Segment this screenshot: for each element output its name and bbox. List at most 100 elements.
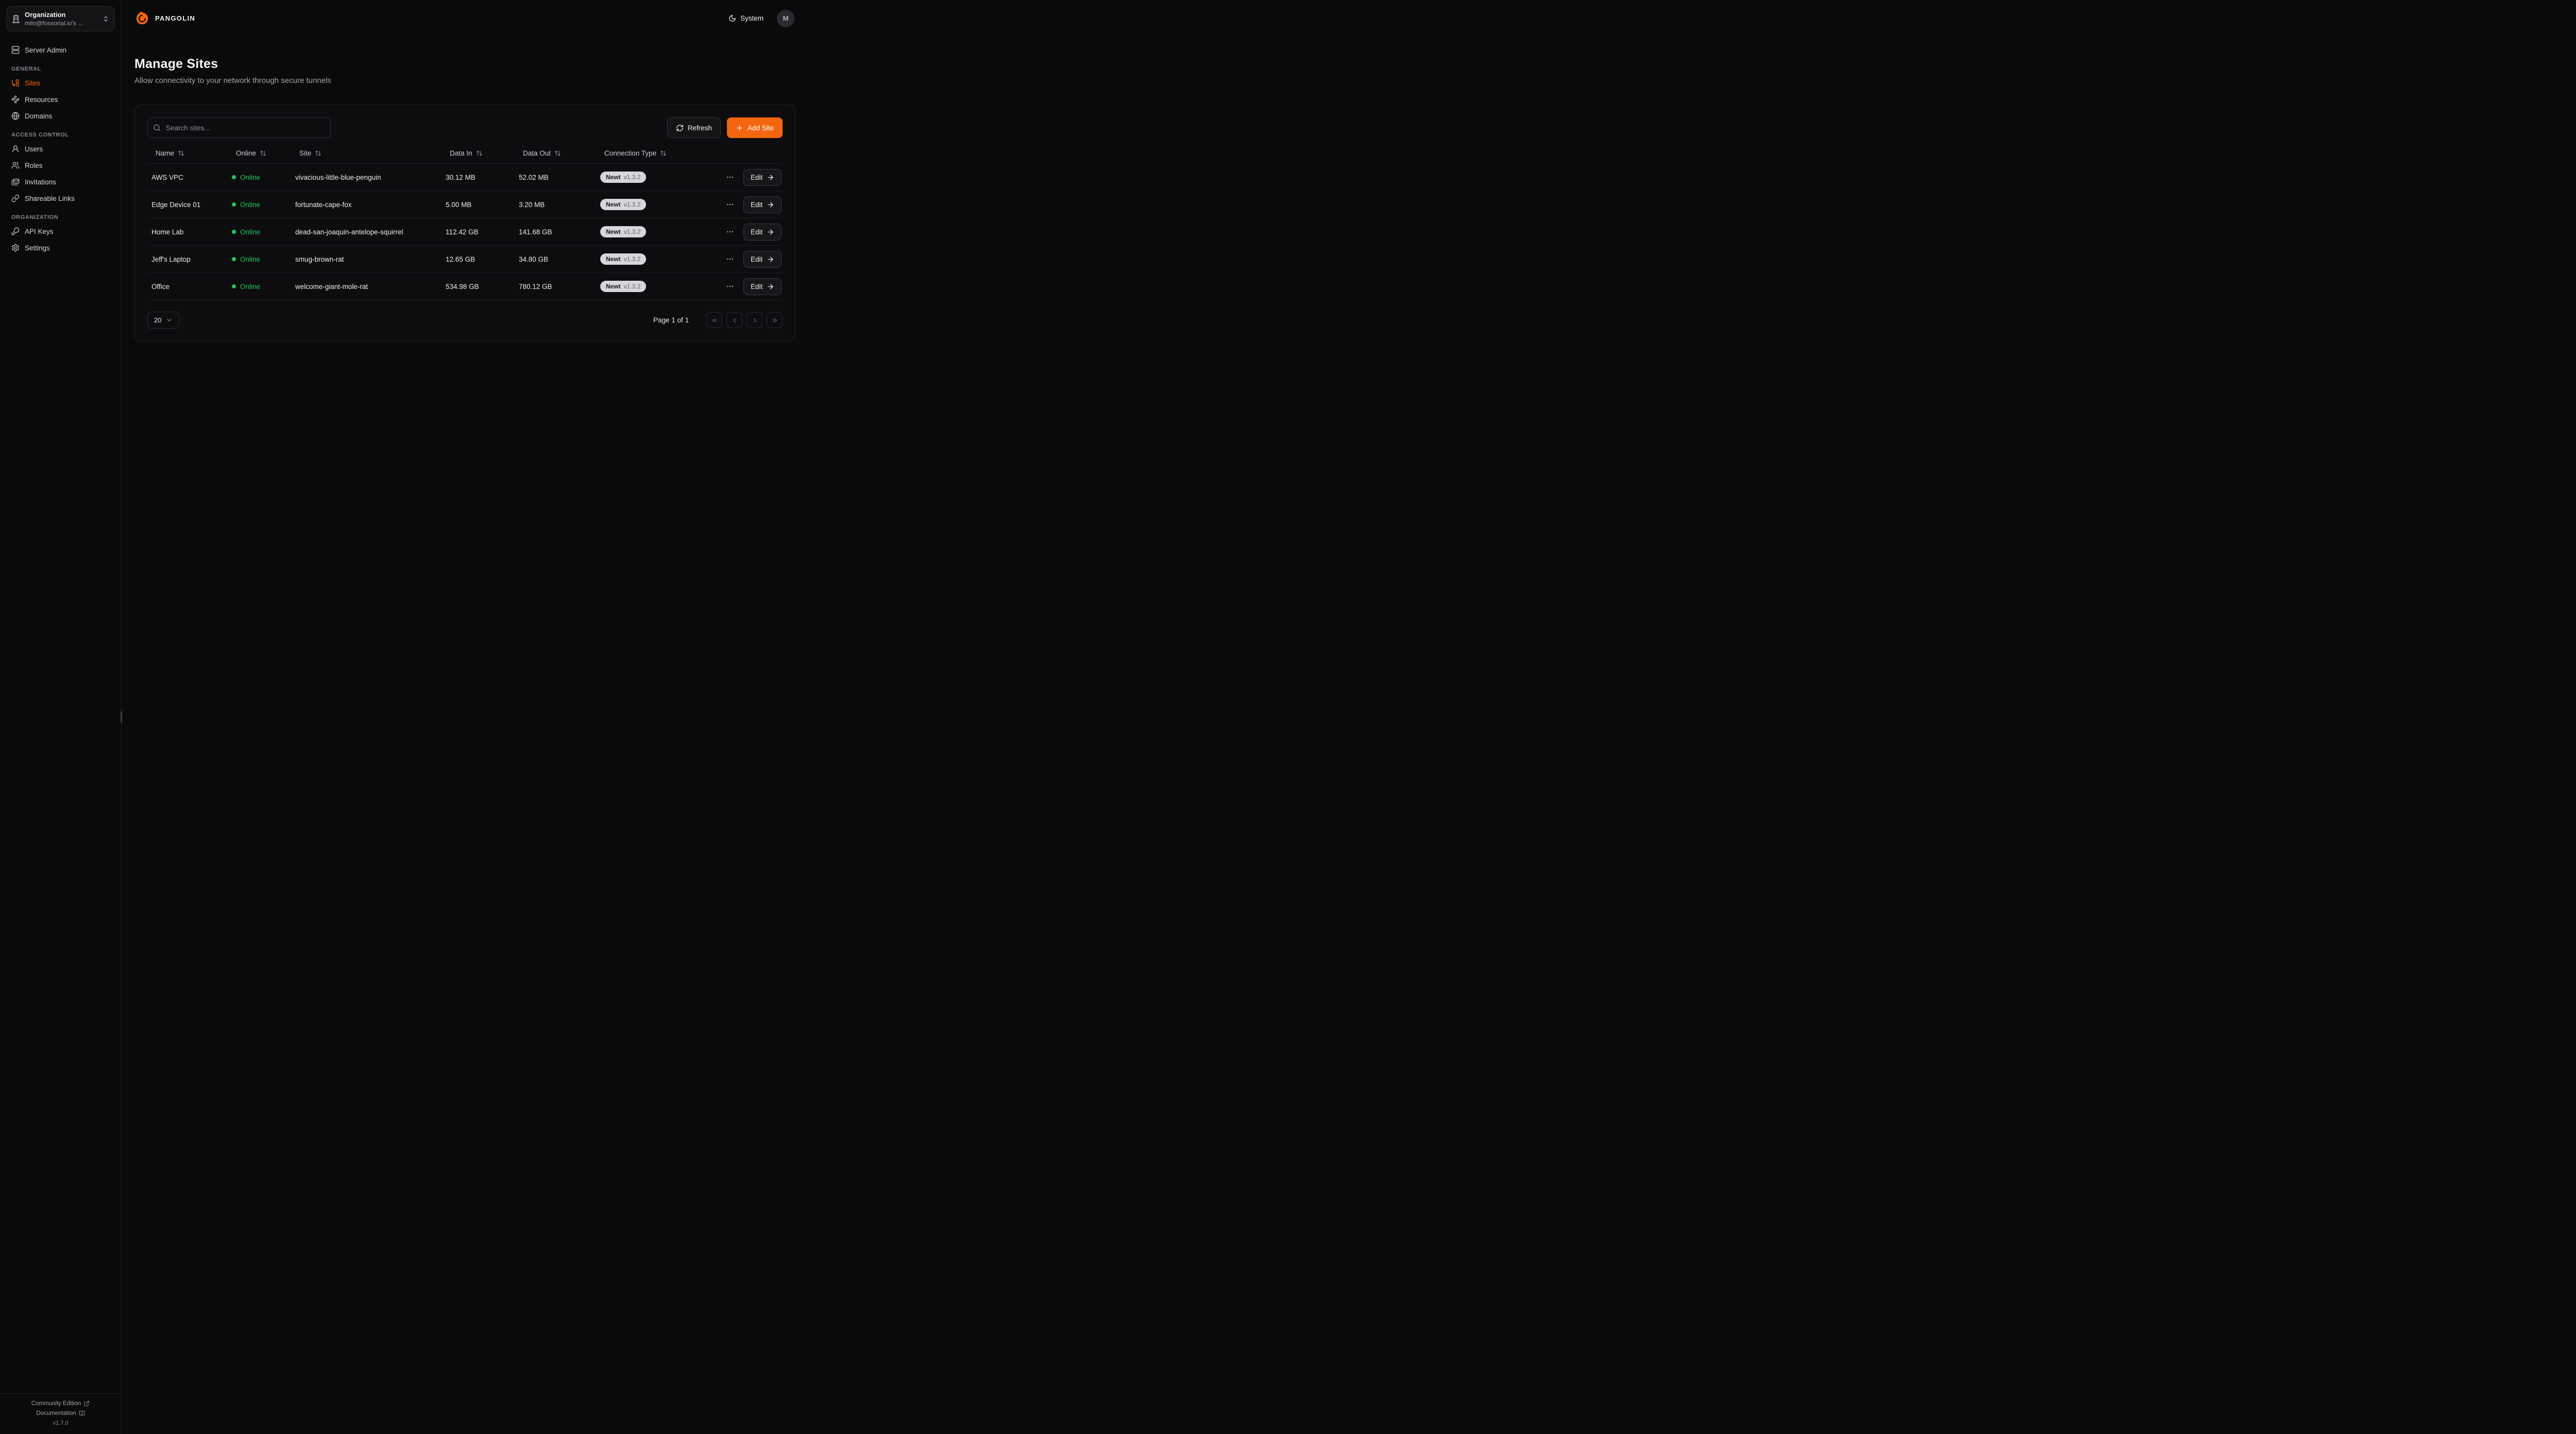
community-edition-link[interactable]: Community Edition <box>31 1401 90 1407</box>
row-menu-button[interactable] <box>724 226 736 238</box>
sites-card: Refresh Add Site Name <box>134 105 795 342</box>
cell-site: smug-brown-rat <box>295 255 344 263</box>
search-box <box>147 117 331 138</box>
page-subtitle: Allow connectivity to your network throu… <box>134 76 331 85</box>
cell-connection-type: Newt v1.3.2 <box>596 226 720 237</box>
sidebar-item-users[interactable]: Users <box>6 141 115 157</box>
sort-icon <box>178 150 184 157</box>
cell-name: Edge Device 01 <box>151 200 201 209</box>
page-title: Manage Sites <box>134 57 218 71</box>
sidebar-item-api-keys[interactable]: API Keys <box>6 223 115 240</box>
avatar[interactable]: M <box>777 9 794 27</box>
cell-connection-type: Newt v1.3.2 <box>596 253 720 265</box>
sidebar-item-label: Settings <box>25 244 50 252</box>
cell-connection-type: Newt v1.3.2 <box>596 281 720 292</box>
row-menu-button[interactable] <box>724 171 736 183</box>
cell-name: Home Lab <box>151 228 184 236</box>
refresh-button[interactable]: Refresh <box>667 117 721 138</box>
moon-icon <box>728 14 736 22</box>
refresh-label: Refresh <box>687 124 712 132</box>
row-menu-button[interactable] <box>724 280 736 293</box>
sidebar-item-shareable-links[interactable]: Shareable Links <box>6 190 115 207</box>
cell-connection-type: Newt v1.3.2 <box>596 172 720 183</box>
edit-button[interactable]: Edit <box>743 196 782 213</box>
sites-table: Name Online Site Data In <box>147 149 783 300</box>
arrow-right-icon <box>767 255 774 263</box>
sidebar-item-invitations[interactable]: Invitations <box>6 174 115 190</box>
theme-toggle-button[interactable]: System <box>725 14 767 23</box>
add-site-label: Add Site <box>747 124 774 132</box>
topbar: PANGOLIN System M <box>122 0 808 37</box>
section-title-organization: ORGANIZATION <box>11 214 59 220</box>
edit-button[interactable]: Edit <box>743 223 782 241</box>
sidebar-item-settings[interactable]: Settings <box>6 240 115 256</box>
cell-site: vivacious-little-blue-penguin <box>295 173 381 181</box>
cell-data-in: 534.98 GB <box>446 282 479 291</box>
add-site-button[interactable]: Add Site <box>726 117 783 138</box>
sidebar-item-roles[interactable]: Roles <box>6 157 115 174</box>
pagination-last-button[interactable] <box>767 312 783 328</box>
sidebar-item-server-admin[interactable]: Server Admin <box>6 42 115 58</box>
page-size-select[interactable]: 20 <box>147 312 180 329</box>
edit-button[interactable]: Edit <box>743 168 782 186</box>
row-menu-button[interactable] <box>724 253 736 265</box>
column-header-online[interactable]: Online <box>228 149 291 157</box>
table-row: Jeff's Laptop Online smug-brown-rat 12.6… <box>147 246 783 273</box>
edit-button[interactable]: Edit <box>743 250 782 268</box>
page-indicator: Page 1 of 1 <box>653 316 689 324</box>
cell-actions: Edit <box>720 196 784 213</box>
table-row: Office Online welcome-giant-mole-rat 534… <box>147 273 783 300</box>
edit-button[interactable]: Edit <box>743 278 782 295</box>
gear-icon <box>11 244 20 252</box>
cell-site: dead-san-joaquin-antelope-squirrel <box>295 228 403 236</box>
sidebar-item-label: Server Admin <box>25 46 67 54</box>
plus-icon <box>736 124 743 132</box>
cell-data-in: 112.42 GB <box>446 228 479 236</box>
row-menu-button[interactable] <box>724 198 736 211</box>
key-icon <box>11 227 20 235</box>
cell-online: Online <box>228 228 291 236</box>
cell-data-out: 34.80 GB <box>519 255 549 263</box>
table-footer: 20 Page 1 of 1 <box>147 312 783 329</box>
search-input[interactable] <box>147 117 331 138</box>
org-selector[interactable]: Organization milo@fossorial.io's ... <box>6 6 115 31</box>
column-header-name[interactable]: Name <box>147 149 228 157</box>
page-content: Manage Sites Allow connectivity to your … <box>122 37 808 443</box>
main-area: PANGOLIN System M Manage Sites Allow con… <box>122 0 808 443</box>
theme-toggle-label: System <box>740 14 764 22</box>
sidebar-item-domains[interactable]: Domains <box>6 108 115 124</box>
column-header-site[interactable]: Site <box>291 149 442 157</box>
cell-data-out: 52.02 MB <box>519 173 549 181</box>
pagination-next-button[interactable] <box>747 312 762 328</box>
documentation-label: Documentation <box>36 1410 76 1416</box>
sidebar-resize-handle[interactable] <box>121 711 122 723</box>
sidebar-item-resources[interactable]: Resources <box>6 91 115 108</box>
column-header-data-in[interactable]: Data In <box>442 149 515 157</box>
column-header-data-out[interactable]: Data Out <box>515 149 596 157</box>
table-row: Home Lab Online dead-san-joaquin-antelop… <box>147 218 783 246</box>
pagination-first-button[interactable] <box>706 312 722 328</box>
waypoints-icon <box>11 95 20 104</box>
section-title-access-control: ACCESS CONTROL <box>11 132 69 138</box>
cell-actions: Edit <box>720 223 784 241</box>
chevrons-up-down-icon <box>103 15 109 22</box>
sites-toolbar: Refresh Add Site <box>147 117 783 138</box>
documentation-link[interactable]: Documentation <box>36 1410 85 1416</box>
sidebar-nav: Server Admin GENERAL Sites Resources Dom… <box>0 38 121 256</box>
sidebar: Organization milo@fossorial.io's ... Ser… <box>0 0 122 1434</box>
sidebar-item-label: API Keys <box>25 227 54 235</box>
cell-actions: Edit <box>720 168 784 186</box>
table-header: Name Online Site Data In <box>147 149 783 164</box>
cell-name: Office <box>151 282 170 291</box>
pagination-prev-button[interactable] <box>726 312 742 328</box>
sort-icon <box>476 150 483 157</box>
sidebar-item-label: Users <box>25 145 43 153</box>
arrow-right-icon <box>767 283 774 291</box>
arrow-right-icon <box>767 201 774 209</box>
column-header-connection-type[interactable]: Connection Type <box>596 149 720 157</box>
sidebar-item-sites[interactable]: Sites <box>6 75 115 91</box>
connection-badge: Newt v1.3.2 <box>600 226 647 237</box>
toolbar-actions: Refresh Add Site <box>667 117 783 138</box>
sort-icon <box>554 150 561 157</box>
cell-name: Jeff's Laptop <box>151 255 191 263</box>
